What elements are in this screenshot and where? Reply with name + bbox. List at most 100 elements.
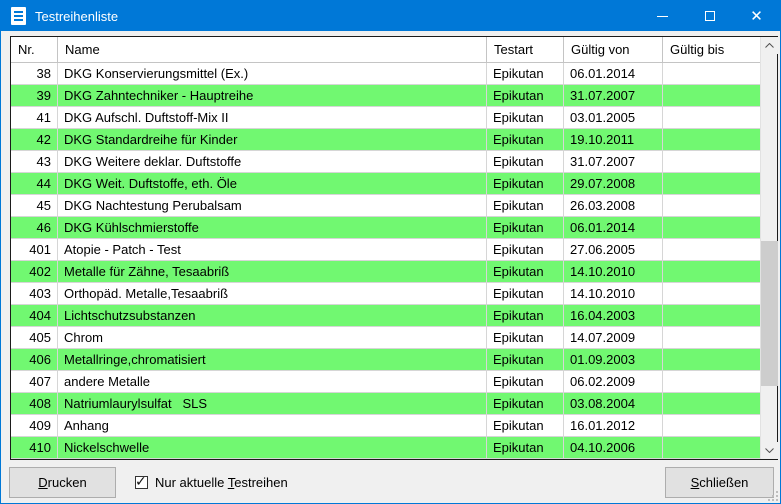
- cell-gueltig-von: 03.08.2004: [564, 393, 663, 415]
- cell-nr: 404: [11, 305, 58, 327]
- cell-gueltig-bis: [663, 283, 760, 305]
- cell-gueltig-von: 01.09.2003: [564, 349, 663, 371]
- cell-name: Metalle für Zähne, Tesaabriß: [58, 261, 487, 283]
- cell-name: DKG Kühlschmierstoffe: [58, 217, 487, 239]
- table-row[interactable]: 46 DKG Kühlschmierstoffe Epikutan 06.01.…: [11, 217, 760, 239]
- table-row[interactable]: 410 Nickelschwelle Epikutan 04.10.2006: [11, 437, 760, 459]
- cell-gueltig-von: 14.07.2009: [564, 327, 663, 349]
- table-row[interactable]: 38 DKG Konservierungsmittel (Ex.) Epikut…: [11, 63, 760, 85]
- cell-testart: Epikutan: [487, 437, 564, 459]
- cell-gueltig-bis: [663, 195, 760, 217]
- scrollbar-thumb[interactable]: [761, 241, 778, 386]
- cell-gueltig-von: 14.10.2010: [564, 283, 663, 305]
- cell-gueltig-von: 06.01.2014: [564, 63, 663, 85]
- cell-name: DKG Standardreihe für Kinder: [58, 129, 487, 151]
- cell-gueltig-bis: [663, 371, 760, 393]
- titlebar[interactable]: Testreihenliste ✕: [1, 1, 780, 31]
- cell-nr: 38: [11, 63, 58, 85]
- cell-testart: Epikutan: [487, 415, 564, 437]
- column-header-nr: Nr.: [11, 37, 58, 63]
- cell-name: DKG Weit. Duftstoffe, eth. Öle: [58, 173, 487, 195]
- table-row[interactable]: 43 DKG Weitere deklar. Duftstoffe Epikut…: [11, 151, 760, 173]
- table-row[interactable]: 408 Natriumlaurylsulfat SLS Epikutan 03.…: [11, 393, 760, 415]
- current-only-label: Nur aktuelle Testreihen: [155, 474, 288, 490]
- cell-testart: Epikutan: [487, 63, 564, 85]
- table-row[interactable]: 42 DKG Standardreihe für Kinder Epikutan…: [11, 129, 760, 151]
- cell-gueltig-von: 16.04.2003: [564, 305, 663, 327]
- cell-gueltig-bis: [663, 63, 760, 85]
- cell-name: DKG Zahntechniker - Hauptreihe: [58, 85, 487, 107]
- resize-grip[interactable]: [766, 489, 778, 501]
- table-row[interactable]: 39 DKG Zahntechniker - Hauptreihe Epikut…: [11, 85, 760, 107]
- cell-gueltig-von: 06.02.2009: [564, 371, 663, 393]
- cell-gueltig-von: 03.01.2005: [564, 107, 663, 129]
- current-only-checkbox[interactable]: ✓: [135, 472, 148, 489]
- minimize-button[interactable]: [639, 1, 686, 31]
- cell-gueltig-bis: [663, 327, 760, 349]
- app-document-icon: [11, 7, 26, 25]
- vertical-scrollbar[interactable]: [760, 37, 778, 459]
- cell-testart: Epikutan: [487, 107, 564, 129]
- minimize-icon: [657, 15, 668, 17]
- cell-gueltig-bis: [663, 217, 760, 239]
- cell-testart: Epikutan: [487, 283, 564, 305]
- cell-gueltig-von: 06.01.2014: [564, 217, 663, 239]
- table-row[interactable]: 402 Metalle für Zähne, Tesaabriß Epikuta…: [11, 261, 760, 283]
- cell-gueltig-bis: [663, 305, 760, 327]
- cell-name: Natriumlaurylsulfat SLS: [58, 393, 487, 415]
- testreihen-grid: Nr. Name Testart Gültig von Gültig bis 3…: [10, 36, 778, 460]
- check-icon: ✓: [135, 472, 147, 489]
- table-row[interactable]: 405 Chrom Epikutan 14.07.2009: [11, 327, 760, 349]
- chevron-down-icon: [765, 448, 774, 453]
- table-row[interactable]: 406 Metallringe,chromatisiert Epikutan 0…: [11, 349, 760, 371]
- maximize-button[interactable]: [686, 1, 733, 31]
- table-row[interactable]: 401 Atopie - Patch - Test Epikutan 27.06…: [11, 239, 760, 261]
- cell-gueltig-bis: [663, 85, 760, 107]
- table-row[interactable]: 404 Lichtschutzsubstanzen Epikutan 16.04…: [11, 305, 760, 327]
- cell-gueltig-bis: [663, 173, 760, 195]
- table-row[interactable]: 41 DKG Aufschl. Duftstoff-Mix II Epikuta…: [11, 107, 760, 129]
- cell-nr: 43: [11, 151, 58, 173]
- cell-testart: Epikutan: [487, 305, 564, 327]
- table-row[interactable]: 409 Anhang Epikutan 16.01.2012: [11, 415, 760, 437]
- cell-gueltig-von: 27.06.2005: [564, 239, 663, 261]
- table-row[interactable]: 403 Orthopäd. Metalle,Tesaabriß Epikutan…: [11, 283, 760, 305]
- cell-gueltig-von: 14.10.2010: [564, 261, 663, 283]
- cell-gueltig-von: 29.07.2008: [564, 173, 663, 195]
- cell-name: DKG Nachtestung Perubalsam: [58, 195, 487, 217]
- cell-name: DKG Weitere deklar. Duftstoffe: [58, 151, 487, 173]
- cell-name: DKG Konservierungsmittel (Ex.): [58, 63, 487, 85]
- cell-nr: 409: [11, 415, 58, 437]
- chevron-up-icon: [765, 43, 774, 48]
- cell-name: Chrom: [58, 327, 487, 349]
- cell-gueltig-bis: [663, 261, 760, 283]
- cell-nr: 46: [11, 217, 58, 239]
- table-body: 38 DKG Konservierungsmittel (Ex.) Epikut…: [11, 63, 760, 459]
- cell-gueltig-von: 31.07.2007: [564, 151, 663, 173]
- print-button[interactable]: Drucken: [9, 467, 116, 498]
- cell-name: Orthopäd. Metalle,Tesaabriß: [58, 283, 487, 305]
- scroll-down-button[interactable]: [761, 442, 778, 459]
- cell-gueltig-bis: [663, 151, 760, 173]
- scroll-up-button[interactable]: [761, 37, 778, 54]
- cell-gueltig-von: 19.10.2011: [564, 129, 663, 151]
- close-button[interactable]: ✕: [733, 1, 780, 31]
- cell-nr: 402: [11, 261, 58, 283]
- current-only-option[interactable]: ✓ Nur aktuelle Testreihen: [135, 468, 288, 496]
- cell-name: Anhang: [58, 415, 487, 437]
- cell-testart: Epikutan: [487, 85, 564, 107]
- cell-nr: 410: [11, 437, 58, 459]
- table-row[interactable]: 45 DKG Nachtestung Perubalsam Epikutan 2…: [11, 195, 760, 217]
- cell-testart: Epikutan: [487, 173, 564, 195]
- cell-nr: 45: [11, 195, 58, 217]
- cell-testart: Epikutan: [487, 129, 564, 151]
- grid-header: Nr. Name Testart Gültig von Gültig bis: [11, 37, 760, 63]
- table-row[interactable]: 44 DKG Weit. Duftstoffe, eth. Öle Epikut…: [11, 173, 760, 195]
- cell-nr: 403: [11, 283, 58, 305]
- table-row[interactable]: 407 andere Metalle Epikutan 06.02.2009: [11, 371, 760, 393]
- cell-gueltig-bis: [663, 415, 760, 437]
- cell-gueltig-von: 31.07.2007: [564, 85, 663, 107]
- close-dialog-button[interactable]: Schließen: [665, 467, 774, 498]
- cell-gueltig-von: 04.10.2006: [564, 437, 663, 459]
